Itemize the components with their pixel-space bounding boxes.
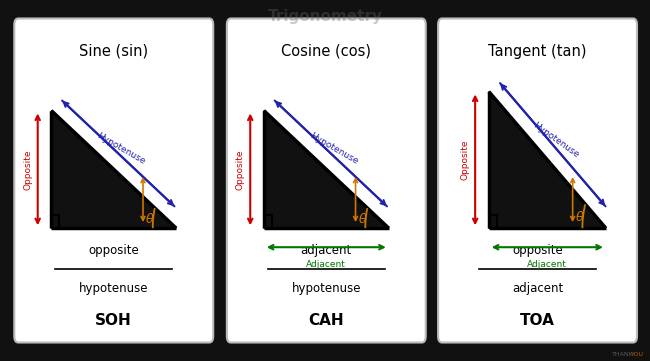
FancyBboxPatch shape xyxy=(438,18,637,343)
Text: Cosine (cos): Cosine (cos) xyxy=(281,44,371,59)
Text: Trigonometry: Trigonometry xyxy=(268,9,382,24)
Text: CAH: CAH xyxy=(309,313,344,328)
Text: Hypotenuse: Hypotenuse xyxy=(531,121,580,160)
Polygon shape xyxy=(51,110,176,228)
Text: TOA: TOA xyxy=(520,313,555,328)
Text: hypotenuse: hypotenuse xyxy=(79,282,148,295)
Text: hypotenuse: hypotenuse xyxy=(292,282,361,295)
Text: Opposite: Opposite xyxy=(23,149,32,190)
Text: Adjacent: Adjacent xyxy=(306,260,346,269)
Text: Adjacent: Adjacent xyxy=(527,260,567,269)
Text: Sine (sin): Sine (sin) xyxy=(79,44,148,59)
Polygon shape xyxy=(264,110,389,228)
Text: YOU: YOU xyxy=(630,352,644,357)
Text: Opposite: Opposite xyxy=(461,140,470,180)
Polygon shape xyxy=(489,92,606,228)
FancyBboxPatch shape xyxy=(227,18,426,343)
Text: Hypotenuse: Hypotenuse xyxy=(308,131,359,166)
Text: SOH: SOH xyxy=(96,313,132,328)
Text: Opposite: Opposite xyxy=(236,149,245,190)
Text: $\theta$: $\theta$ xyxy=(575,210,584,225)
Text: $\theta$: $\theta$ xyxy=(145,212,155,226)
FancyBboxPatch shape xyxy=(14,18,213,343)
Text: Hypotenuse: Hypotenuse xyxy=(96,131,147,166)
Text: opposite: opposite xyxy=(88,244,139,257)
Text: opposite: opposite xyxy=(512,244,563,257)
Text: adjacent: adjacent xyxy=(301,244,352,257)
Text: Tangent (tan): Tangent (tan) xyxy=(488,44,587,59)
Text: $\theta$: $\theta$ xyxy=(358,212,367,226)
Text: THANK: THANK xyxy=(612,352,634,357)
Text: adjacent: adjacent xyxy=(512,282,563,295)
